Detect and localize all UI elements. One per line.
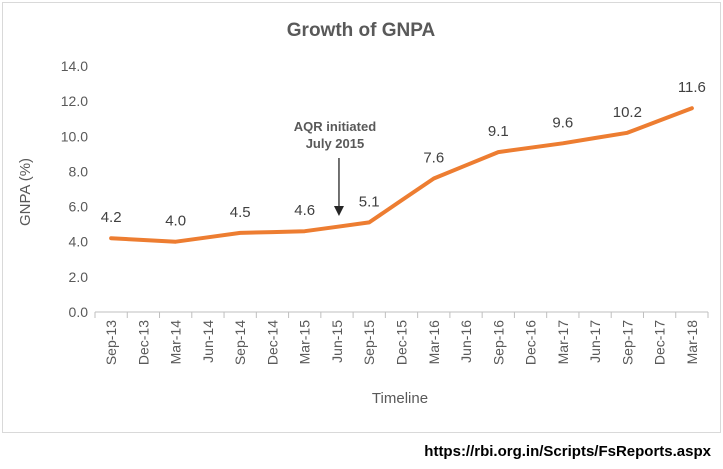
x-axis-label: Timeline [372, 390, 428, 407]
y-tick-label: 6.0 [69, 199, 89, 215]
x-tick-label: Dec-13 [135, 320, 151, 365]
annotation-text: July 2015 [306, 136, 365, 151]
data-label: 10.2 [613, 104, 642, 121]
x-tick-label: Sep-13 [103, 320, 119, 365]
x-tick-label: Jun-16 [458, 320, 474, 363]
y-axis: 0.0 2.0 4.0 6.0 8.0 10.0 12.0 14.0 [61, 58, 88, 320]
x-tick-label: Mar-15 [297, 320, 313, 365]
data-label: 9.1 [488, 123, 509, 140]
data-label: 5.1 [359, 193, 380, 210]
x-tick-label: Mar-17 [555, 320, 571, 365]
x-tick-label: Jun-14 [200, 320, 216, 363]
y-tick-label: 0.0 [69, 304, 89, 320]
data-label: 4.2 [101, 209, 122, 226]
data-label: 4.5 [230, 204, 251, 221]
y-axis-label: GNPA (%) [17, 158, 34, 226]
x-tick-label: Jun-17 [587, 320, 603, 363]
x-tick-label: Mar-16 [426, 320, 442, 365]
x-tick-label: Dec-17 [652, 320, 668, 365]
y-tick-label: 14.0 [61, 58, 88, 74]
y-tick-label: 4.0 [69, 234, 89, 250]
data-label: 4.0 [165, 213, 186, 230]
data-label: 9.6 [552, 114, 573, 131]
x-tick-label: Dec-14 [264, 320, 280, 365]
x-tick-label: Dec-15 [394, 320, 410, 365]
data-label: 11.6 [678, 79, 706, 96]
data-label: 7.6 [423, 149, 444, 166]
y-tick-label: 12.0 [61, 93, 88, 109]
y-tick-label: 2.0 [69, 269, 89, 285]
x-tick-label: Dec-16 [523, 320, 539, 365]
x-tick-label: Sep-16 [490, 320, 506, 365]
aqr-annotation: AQR initiated July 2015 [294, 119, 376, 216]
chart-title: Growth of GNPA [287, 20, 436, 41]
x-axis: Sep-13 Dec-13 Mar-14 Jun-14 Sep-14 Dec-14 Mar-… [94, 311, 709, 365]
x-tick-label: Jun-15 [329, 320, 345, 363]
x-tick-label: Mar-14 [168, 320, 184, 365]
chart-frame [2, 2, 721, 433]
annotation-text: AQR initiated [294, 119, 376, 134]
x-tick-label: Sep-14 [232, 320, 248, 365]
x-tick-label: Mar-18 [684, 320, 700, 365]
y-tick-label: 10.0 [61, 128, 88, 144]
data-label: 4.6 [294, 202, 315, 219]
data-labels: 4.2 4.0 4.5 4.6 5.1 7.6 9.1 9.6 10.2 11.6 [101, 79, 706, 230]
annotation-arrow-head [333, 206, 344, 216]
gnpa-series-line [109, 106, 694, 244]
x-tick-label: Sep-15 [361, 320, 377, 365]
source-url: https://rbi.org.in/Scripts/FsReports.asp… [424, 443, 711, 460]
gnpa-line-chart: Growth of GNPA 0.0 2.0 4.0 6.0 8.0 10.0 12.0 14… [17, 20, 709, 407]
y-tick-label: 8.0 [69, 163, 89, 179]
series-group [109, 106, 694, 244]
x-tick-label: Sep-17 [619, 320, 635, 365]
